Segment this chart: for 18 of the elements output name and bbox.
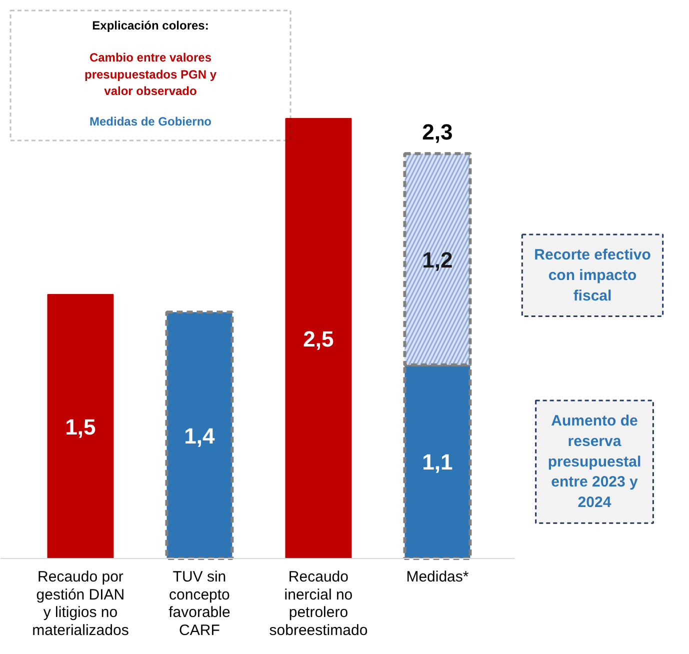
text: Explicación colores: (92, 18, 209, 32)
text: Aumento de reserva presupuestal entre 2023 y 2024 (548, 412, 642, 512)
x-tick-label: Recaudo por gestión DIAN y litigios no materializados (32, 568, 129, 640)
bar (47, 294, 114, 560)
data-label: 1,5 (65, 414, 96, 440)
x-tick-label: Recaudo inercial no petrolero sobreestimado (269, 568, 368, 640)
data-label: 1,1 (422, 450, 453, 475)
text: Recorte efectivo con impacto fiscal (534, 246, 651, 304)
data-label: 1,4 (184, 423, 216, 448)
bar (165, 310, 234, 560)
data-label: 1,2 (422, 247, 453, 272)
x-tick-label: Medidas* (406, 568, 469, 586)
data-label: 2,5 (303, 326, 334, 352)
annotation: Medidas de Gobierno (89, 114, 212, 128)
text: Cambio entre valores presupuestados PGN y valor observado (84, 50, 217, 98)
x-tick-label: TUV sin concepto favorable CARF (168, 568, 230, 640)
total-label: 2,3 (422, 120, 453, 145)
bar (285, 118, 352, 560)
